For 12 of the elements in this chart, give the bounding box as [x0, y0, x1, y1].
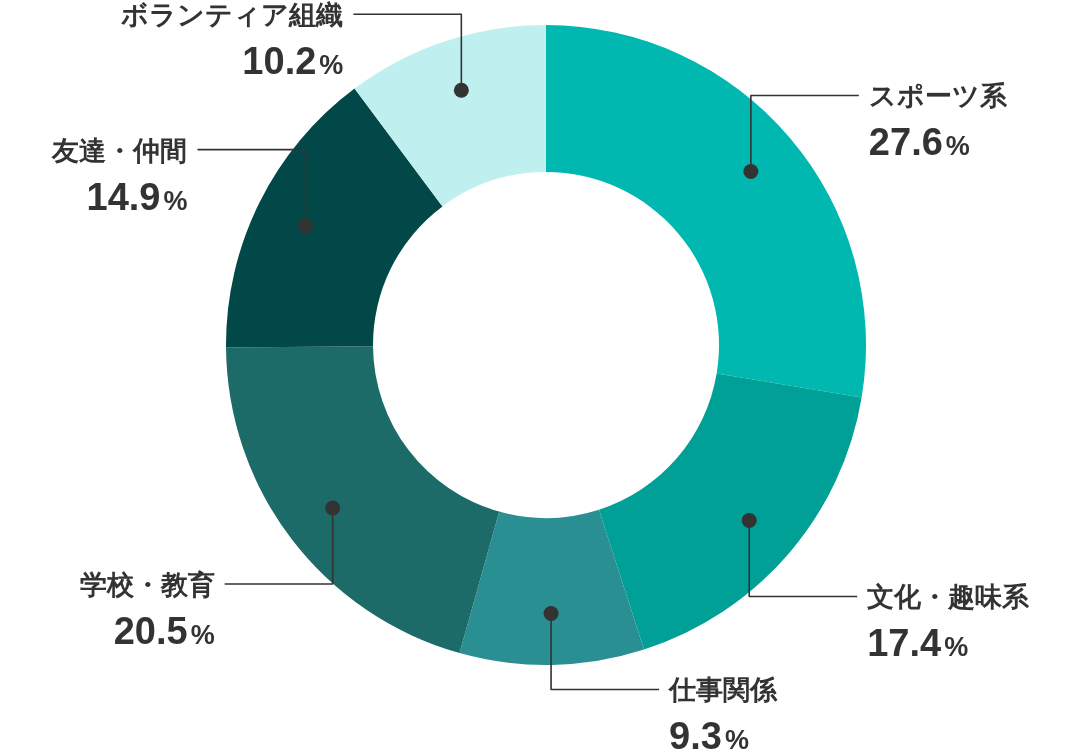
data-label: 10.2%: [242, 40, 344, 83]
data-label: 9.3%: [669, 715, 749, 755]
slice-label: ボランティア組織: [120, 0, 344, 31]
data-label: 14.9%: [86, 175, 188, 218]
slice-label: スポーツ系: [868, 81, 1008, 112]
data-label: 27.6%: [868, 121, 970, 164]
data-label: 17.4%: [867, 622, 969, 665]
slice-label: 仕事関係: [668, 675, 779, 706]
data-label: 20.5%: [113, 610, 215, 653]
slice-label: 友達・仲間: [51, 135, 188, 166]
slice-label: 学校・教育: [79, 570, 215, 601]
slice-label: 文化・趣味系: [867, 582, 1031, 613]
